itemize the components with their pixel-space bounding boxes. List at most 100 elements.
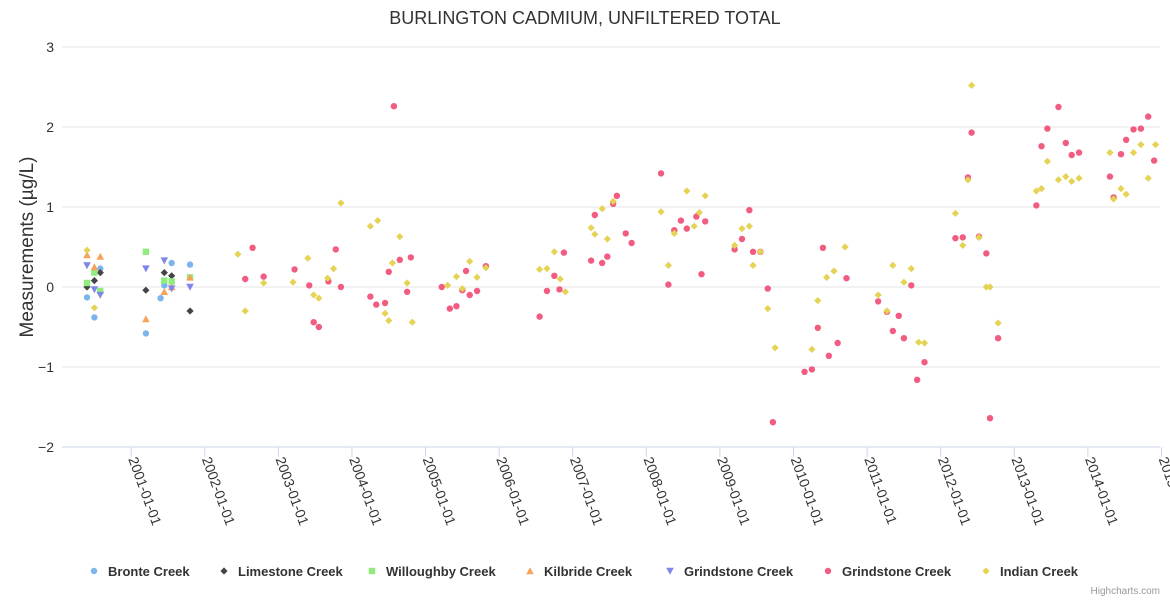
data-point [438,283,445,291]
data-point [613,192,621,199]
legend-marker-icon [824,567,832,575]
x-tick-label: 2010-01-01 [788,455,828,528]
data-point [167,285,176,293]
data-point [587,257,595,264]
data-point [1145,113,1152,120]
x-tick-label: 2011-01-01 [861,455,900,527]
data-point [90,286,99,294]
data-point [843,275,850,282]
legend-item[interactable]: Grindstone Creek [666,564,794,579]
data-point [591,230,599,238]
legend-item[interactable]: Bronte Creek [90,564,191,579]
data-point [453,303,460,310]
data-point [306,282,313,289]
data-point [142,286,150,294]
legend-item[interactable]: Indian Creek [982,564,1079,579]
data-point [186,283,194,291]
data-point [731,246,738,253]
data-point [304,254,312,262]
data-point [830,267,838,275]
x-tick-label: 2007-01-01 [567,455,607,528]
data-point [695,209,703,217]
series-1 [83,269,194,315]
legend-item[interactable]: Willoughby Creek [368,564,497,579]
data-point [186,307,194,315]
series-6 [83,81,1160,353]
data-point [241,307,249,315]
data-point [157,295,164,302]
data-point [234,250,242,258]
x-tick-label: 2006-01-01 [493,455,533,528]
data-point [1062,139,1070,147]
y-tick-label: 0 [46,279,54,295]
data-point [407,254,415,261]
legend-label: Limestone Creek [238,564,344,579]
data-point [1151,141,1160,149]
x-axis-ticks: 2001-01-01 2002-01-01 2003-01-01 2004-01-01… [125,447,1170,528]
data-point [482,264,490,272]
data-point [1032,187,1040,195]
data-point [160,288,169,295]
x-tick-label: 2003-01-01 [273,455,313,528]
data-point [952,235,959,242]
data-point [598,259,606,267]
data-point [168,259,175,267]
data-point [951,209,960,217]
data-point [825,352,833,359]
data-point [561,288,569,296]
data-point [1117,185,1125,193]
data-point [1044,125,1051,132]
data-point [823,273,831,281]
data-point [97,287,104,295]
legend-marker-icon [666,567,674,575]
legend-label: Willoughby Creek [386,564,496,579]
data-point [315,323,323,331]
data-point [808,366,816,373]
data-point [698,271,705,278]
data-point [366,222,374,230]
data-point [889,261,897,269]
data-point [83,246,91,254]
data-point [374,217,382,225]
data-point [161,277,168,284]
series-0 [83,259,194,337]
data-point [1033,202,1040,209]
legend-item[interactable]: Limestone Creek [220,564,344,579]
data-point [91,269,98,276]
data-point [959,241,967,249]
data-point [536,313,543,320]
y-tick-label: −1 [38,359,54,375]
x-tick-label: 2002-01-01 [199,455,239,528]
data-point [385,317,393,325]
data-point [329,265,338,273]
data-point [664,261,673,269]
chart-title: BURLINGTON CADMIUM, UNFILTERED TOTAL [389,8,780,28]
legend-item[interactable]: Grindstone Creek [824,564,952,579]
legend: Bronte Creek Limestone Creek Willoughby Cr… [90,564,1079,579]
data-point [310,291,318,299]
data-point [1054,176,1063,184]
data-point [895,312,902,319]
data-point [874,291,882,299]
data-point [1150,157,1158,164]
legend-marker-icon [368,567,376,575]
data-point [466,257,474,265]
data-point [994,319,1002,327]
data-point [1137,141,1145,149]
data-point [1068,177,1076,185]
data-point [808,345,816,353]
data-point [91,314,98,321]
data-point [260,273,267,280]
legend-item[interactable]: Kilbride Creek [526,564,633,579]
data-point [801,368,808,375]
data-point [446,305,454,312]
x-tick-label: 2001-01-01 [125,455,165,528]
legend-marker-icon [220,567,228,575]
credits-link[interactable]: Highcharts.com [1091,586,1160,597]
data-point [168,278,175,285]
x-tick-label: 2014-01-01 [1082,455,1122,528]
data-point [550,248,558,256]
data-point [160,257,169,265]
data-point [337,199,345,207]
